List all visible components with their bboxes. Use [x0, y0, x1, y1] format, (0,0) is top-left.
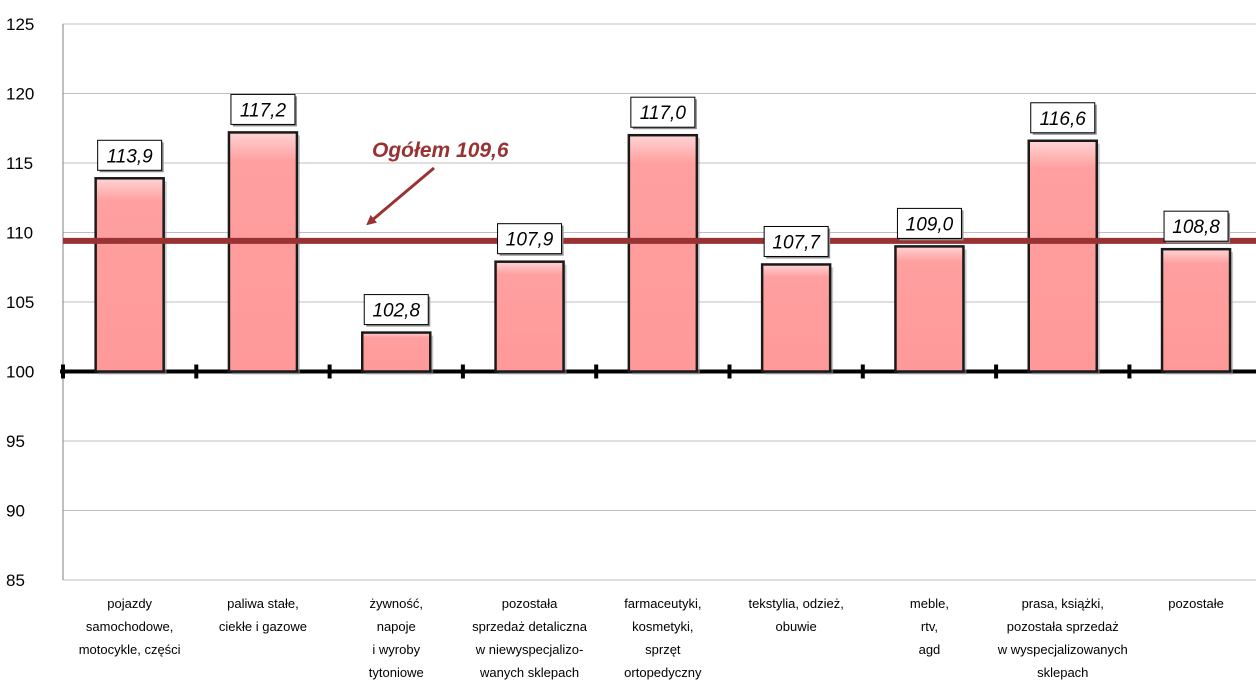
x-category-label: tytoniowe — [369, 665, 424, 680]
x-category-label: farmaceutyki, — [624, 596, 701, 611]
bar — [1027, 139, 1098, 373]
bar — [494, 260, 565, 373]
data-label: 116,6 — [1040, 109, 1087, 130]
y-tick-label: 115 — [6, 154, 33, 173]
data-label: 107,9 — [506, 230, 554, 251]
x-category-label: w wyspecjalizowanych — [997, 642, 1128, 657]
x-category-label: ciekłe i gazowe — [219, 619, 307, 634]
bar — [1160, 247, 1232, 373]
data-label: 113,9 — [107, 146, 154, 167]
x-category-label: meble, — [910, 596, 949, 611]
data-label: 117,0 — [640, 103, 687, 124]
x-category-label: i wyroby — [372, 642, 420, 657]
data-label-box — [230, 93, 296, 125]
x-category-label: pojazdy — [107, 596, 152, 611]
y-tick-label: 95 — [6, 432, 25, 451]
data-label-box — [763, 225, 829, 257]
x-category-label: samochodowe, — [86, 619, 173, 634]
bar — [227, 131, 299, 373]
x-category-label: motocykle, części — [79, 642, 181, 657]
x-category-label: ortopedyczny — [624, 665, 702, 680]
data-label: 102,8 — [372, 301, 420, 322]
y-tick-label: 90 — [6, 502, 25, 521]
bars-layer — [94, 131, 1234, 375]
data-label: 109,0 — [906, 214, 954, 235]
bar — [627, 133, 699, 373]
y-tick-label: 120 — [6, 85, 34, 104]
x-category-label: kosmetyki, — [632, 619, 693, 634]
data-label-box — [896, 207, 962, 239]
data-label: 117,2 — [240, 100, 287, 121]
data-label: 107,7 — [772, 232, 821, 253]
reference-layer: Ogółem 109,6 — [63, 139, 1256, 244]
x-category-label: w niewyspecjalizo- — [475, 642, 584, 657]
y-tick-label: 85 — [6, 571, 25, 590]
x-category-label: paliwa stałe, — [227, 596, 299, 611]
bar — [760, 263, 832, 373]
bar — [361, 331, 432, 373]
x-category-label: pozostała sprzedaż — [1007, 619, 1119, 634]
x-category-label: pozostałe — [1168, 596, 1224, 611]
data-label-box — [1030, 102, 1096, 134]
y-tick-label: 110 — [6, 224, 33, 243]
x-category-label: obuwie — [776, 619, 817, 634]
bar — [94, 177, 165, 373]
data-label-box — [363, 294, 429, 326]
x-category-label: rtv, — [921, 619, 938, 634]
data-label: 108,8 — [1172, 217, 1220, 238]
y-tick-label: 105 — [6, 293, 34, 312]
x-category-label: agd — [919, 642, 941, 657]
x-category-label: sprzedaż detaliczna — [472, 619, 588, 634]
x-category-label: prasa, książki, — [1022, 596, 1104, 611]
reference-label: Ogółem 109,6 — [372, 139, 509, 162]
x-category-label: wanych sklepach — [479, 665, 579, 680]
x-category-label: pozostała — [502, 596, 558, 611]
data-label-box — [630, 96, 696, 128]
reference-arrow — [366, 166, 435, 226]
x-category-label: sprzęt — [645, 642, 681, 657]
bar — [894, 245, 965, 373]
x-category-label: sklepach — [1037, 665, 1088, 680]
x-category-label: żywność, — [370, 596, 423, 611]
x-category-label: napoje — [377, 619, 416, 634]
data-label-box — [1163, 210, 1229, 242]
y-tick-label: 100 — [6, 363, 34, 382]
y-tick-label: 125 — [6, 15, 34, 34]
x-category-label: tekstylia, odzież, — [748, 596, 843, 611]
data-label-box — [497, 223, 563, 255]
data-label-box — [97, 139, 163, 171]
labels-layer: 85 90 95 100 105 110 115 120 125 113,9 pojazdy samo… — [6, 15, 1231, 680]
